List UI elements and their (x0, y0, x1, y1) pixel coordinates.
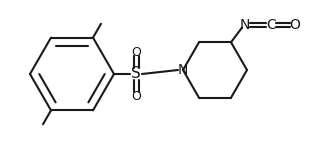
Text: S: S (131, 66, 141, 81)
Text: O: O (131, 45, 141, 58)
Text: C: C (266, 18, 276, 32)
Text: N: N (240, 18, 250, 32)
Text: N: N (178, 63, 188, 77)
Text: O: O (290, 18, 300, 32)
Text: O: O (131, 90, 141, 102)
